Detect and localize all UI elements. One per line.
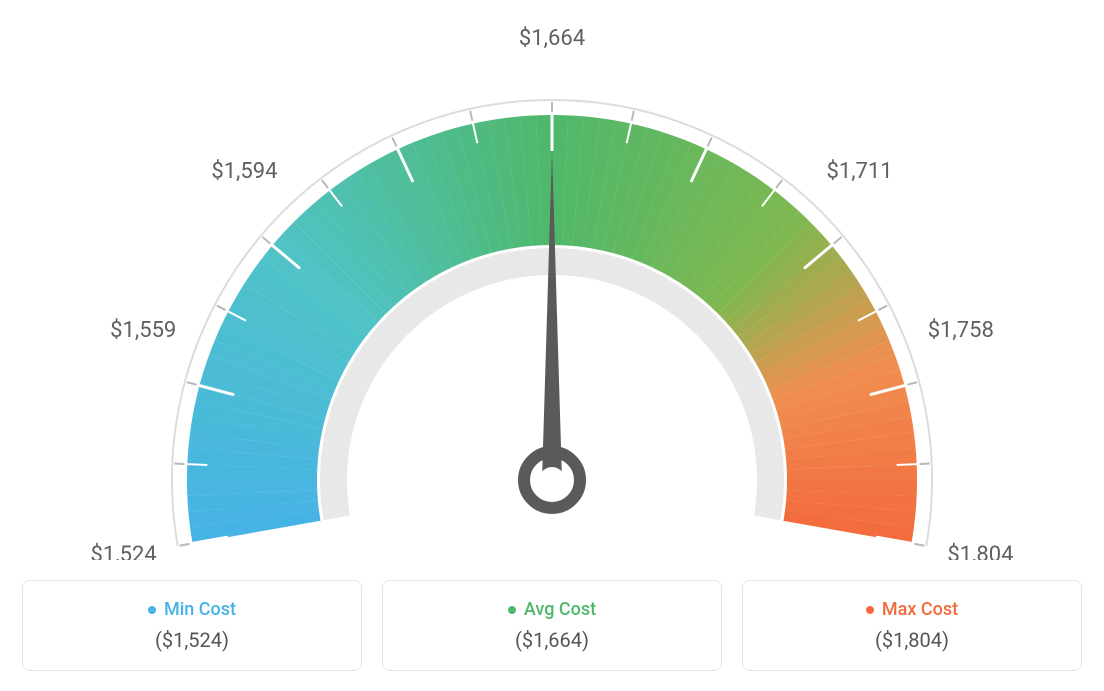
avg-cost-dot-icon xyxy=(508,606,516,614)
gauge-tick-label: $1,524 xyxy=(91,542,157,560)
avg-cost-label: Avg Cost xyxy=(524,599,596,620)
gauge-tick-label: $1,594 xyxy=(211,159,277,184)
gauge-tick-label: $1,711 xyxy=(827,159,893,184)
gauge-tick-label: $1,664 xyxy=(519,26,585,51)
min-cost-value: ($1,524) xyxy=(47,628,337,652)
gauge-chart: $1,524 $1,559 $1,594 $1,664 $1,711 $1,758 $1,8… xyxy=(20,20,1084,560)
gauge-tick-label: $1,758 xyxy=(928,318,994,343)
avg-cost-value: ($1,664) xyxy=(407,628,697,652)
max-cost-label: Max Cost xyxy=(882,599,958,620)
max-cost-dot-icon xyxy=(866,606,874,614)
min-cost-card: Min Cost ($1,524) xyxy=(22,580,362,671)
min-cost-dot-icon xyxy=(148,606,156,614)
min-cost-label: Min Cost xyxy=(164,599,236,620)
cost-gauge-widget: $1,524 $1,559 $1,594 $1,664 $1,711 $1,758 $1,8… xyxy=(20,20,1084,671)
gauge-tick-label: $1,559 xyxy=(110,318,176,343)
summary-cards-row: Min Cost ($1,524) Avg Cost ($1,664) Max … xyxy=(20,580,1084,671)
max-cost-value: ($1,804) xyxy=(767,628,1057,652)
max-cost-card: Max Cost ($1,804) xyxy=(742,580,1082,671)
avg-cost-card: Avg Cost ($1,664) xyxy=(382,580,722,671)
gauge-tick-label: $1,804 xyxy=(947,542,1013,560)
